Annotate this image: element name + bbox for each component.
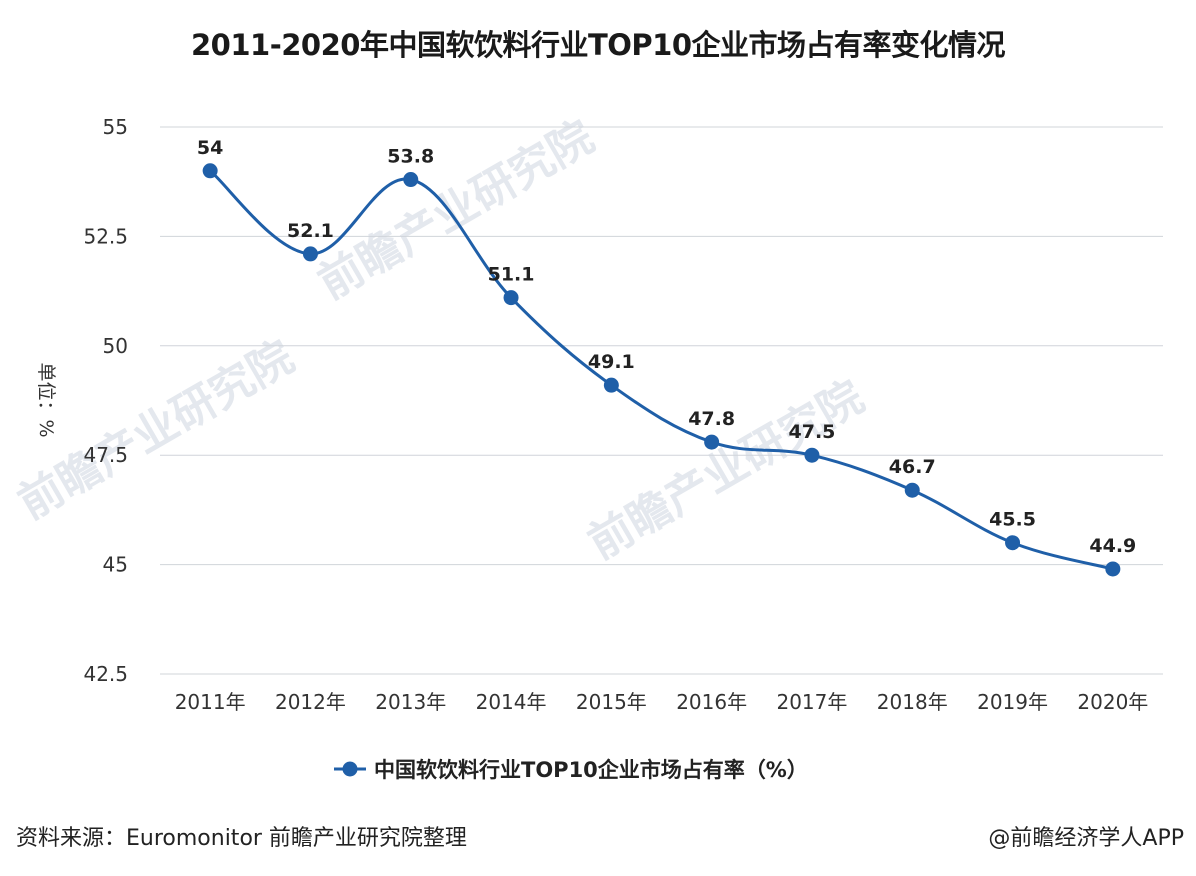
- x-axis-ticks: 2011年 2012年 2013年 2014年 2015年 2016年 2017年 2018年…: [175, 690, 1149, 714]
- data-labels: 54 52.1 53.8 51.1 49.1 47.8 47.5 46.7 45.5 44.9: [197, 137, 1136, 557]
- data-point: [904, 482, 920, 498]
- x-tick-label: 2011年: [175, 690, 246, 714]
- y-tick-label: 52.5: [83, 224, 128, 248]
- data-label: 54: [197, 137, 223, 159]
- y-axis-ticks: 42.5 45 47.5 50 52.5 55: [83, 115, 128, 686]
- legend: 中国软饮料行业TOP10企业市场占有率（%）: [334, 758, 808, 782]
- data-points: [202, 163, 1121, 577]
- data-label: 51.1: [488, 264, 535, 286]
- x-tick-label: 2012年: [275, 690, 346, 714]
- y-tick-label: 42.5: [83, 662, 128, 686]
- data-point: [603, 377, 619, 393]
- x-tick-label: 2017年: [776, 690, 847, 714]
- y-tick-label: 50: [103, 334, 128, 358]
- x-tick-label: 2016年: [676, 690, 747, 714]
- data-point: [403, 172, 419, 188]
- x-tick-label: 2018年: [877, 690, 948, 714]
- data-label: 52.1: [287, 220, 334, 242]
- watermark-text: 前瞻产业研究院: [580, 371, 872, 569]
- data-label: 47.5: [789, 421, 836, 443]
- source-note: 资料来源：Euromonitor 前瞻产业研究院整理: [16, 826, 467, 851]
- x-tick-label: 2020年: [1077, 690, 1148, 714]
- x-tick-label: 2019年: [977, 690, 1048, 714]
- grid-lines: [160, 126, 1163, 675]
- data-point: [302, 246, 318, 262]
- data-point: [704, 434, 720, 450]
- x-tick-label: 2013年: [375, 690, 446, 714]
- data-point: [202, 163, 218, 179]
- y-tick-label: 55: [103, 115, 128, 139]
- legend-label: 中国软饮料行业TOP10企业市场占有率（%）: [374, 758, 808, 782]
- data-point: [804, 447, 820, 463]
- y-axis-label: 单位：%: [35, 362, 57, 437]
- y-tick-label: 47.5: [83, 443, 128, 467]
- credit-note: @前瞻经济学人APP: [988, 826, 1184, 851]
- data-point: [1005, 535, 1021, 551]
- series-line: [209, 169, 1114, 571]
- chart-title: 2011-2020年中国软饮料行业TOP10企业市场占有率变化情况: [190, 28, 1006, 62]
- data-label: 45.5: [989, 509, 1036, 531]
- data-label: 44.9: [1089, 535, 1136, 557]
- x-tick-label: 2015年: [576, 690, 647, 714]
- data-label: 47.8: [688, 408, 735, 430]
- series-line-group: [209, 169, 1114, 571]
- watermark-text: 前瞻产业研究院: [310, 111, 602, 309]
- legend-marker: [342, 761, 358, 777]
- data-label: 46.7: [889, 456, 936, 478]
- data-label: 49.1: [588, 351, 635, 373]
- data-point: [503, 290, 519, 306]
- y-tick-label: 45: [103, 553, 128, 577]
- data-label: 53.8: [387, 146, 434, 168]
- data-point: [1105, 561, 1121, 577]
- x-tick-label: 2014年: [476, 690, 547, 714]
